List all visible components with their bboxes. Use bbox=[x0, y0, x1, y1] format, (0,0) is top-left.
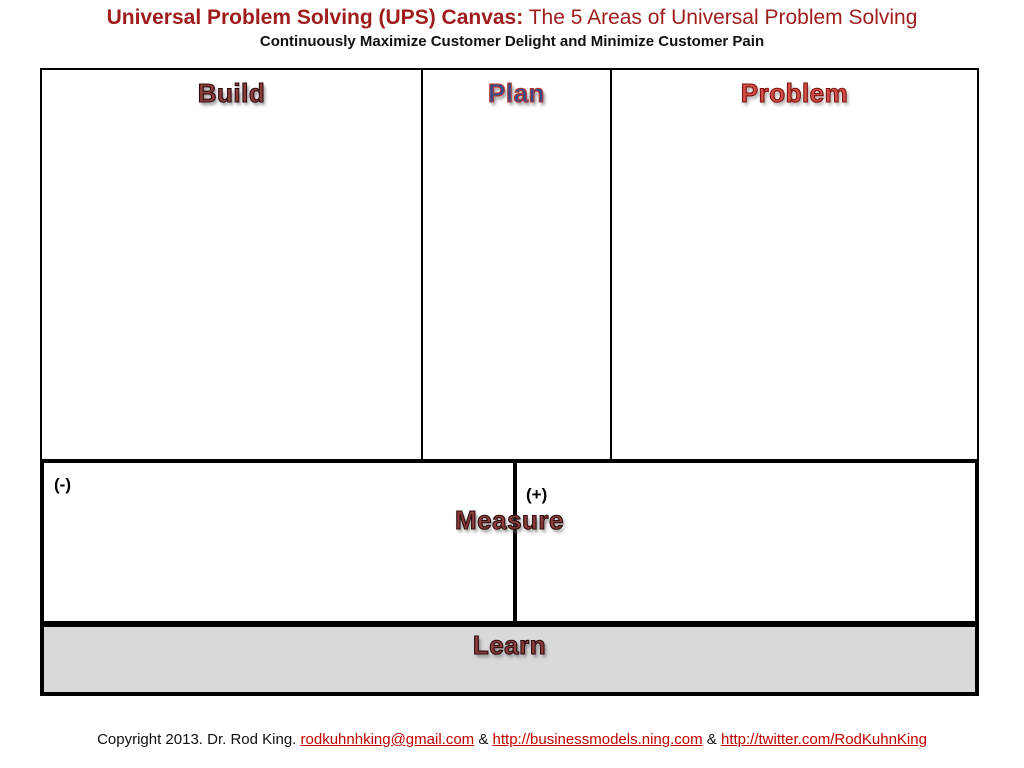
learn-area: Learn bbox=[40, 623, 979, 696]
learn-area-title: Learn bbox=[472, 629, 547, 660]
problem-area-title: Problem bbox=[740, 77, 849, 108]
link-separator-2: & bbox=[702, 731, 721, 748]
measure-area-title-wrap: Measure bbox=[44, 504, 975, 536]
measure-area: (-) (+) Measure bbox=[40, 459, 979, 625]
measure-negative-label: (-) bbox=[54, 475, 71, 494]
page-title-suffix: The 5 Areas of Universal Problem Solving bbox=[528, 6, 918, 29]
twitter-link[interactable]: http://twitter.com/RodKuhnKing bbox=[720, 731, 927, 748]
measure-positive-label: (+) bbox=[526, 485, 548, 504]
page-subtitle: Continuously Maximize Customer Delight a… bbox=[259, 33, 765, 50]
copyright-line: Copyright 2013. Dr. Rod King. rodkuhnhki… bbox=[0, 731, 1024, 748]
copyright-text: Copyright 2013. Dr. Rod King. bbox=[97, 731, 301, 748]
problem-area: Problem bbox=[612, 70, 977, 459]
build-area: Build bbox=[42, 70, 423, 459]
plan-area-title: Plan bbox=[487, 77, 545, 108]
businessmodels-link[interactable]: http://businessmodels.ning.com bbox=[492, 731, 703, 748]
link-separator-1: & bbox=[474, 731, 493, 748]
build-area-title: Build bbox=[197, 77, 266, 108]
canvas-top-section: Build Plan Problem bbox=[40, 68, 979, 461]
measure-center-divider bbox=[513, 463, 517, 621]
plan-area: Plan bbox=[423, 70, 612, 459]
page-title-main: Universal Problem Solving (UPS) Canvas: bbox=[106, 6, 524, 29]
email-link[interactable]: rodkuhnhking@gmail.com bbox=[300, 731, 475, 748]
page-title: Universal Problem Solving (UPS) Canvas: … bbox=[0, 6, 1024, 30]
measure-area-title: Measure bbox=[454, 504, 564, 535]
